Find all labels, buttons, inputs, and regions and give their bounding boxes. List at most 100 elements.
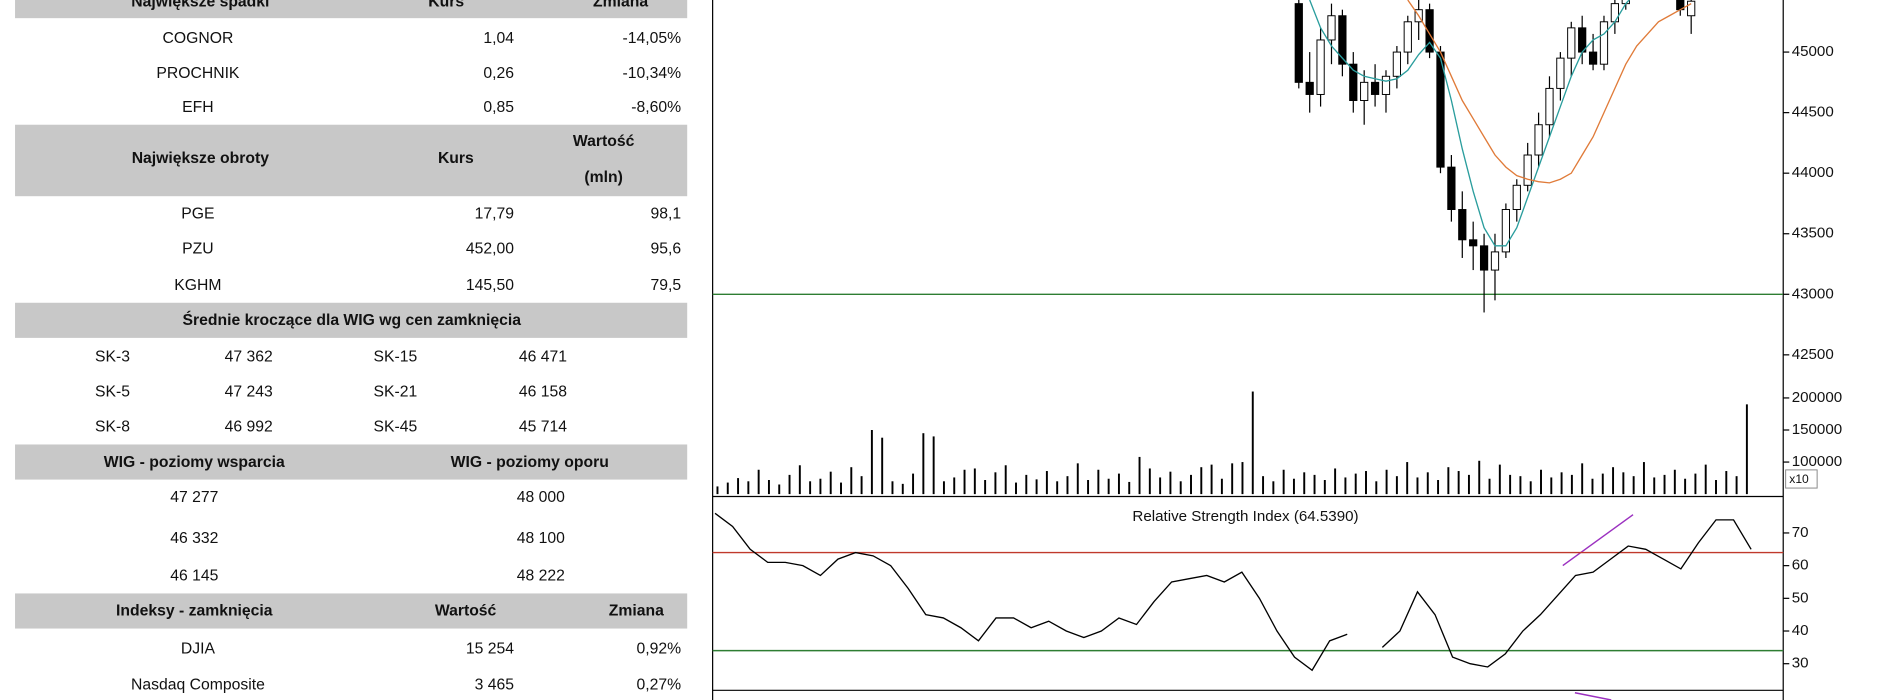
volume-bar: [1323, 480, 1326, 495]
header-band: [15, 444, 688, 480]
candle-body: [1534, 124, 1543, 156]
y-tick-label: 60: [1792, 557, 1809, 574]
volume-bar: [1642, 462, 1645, 495]
candle-body: [1599, 21, 1609, 65]
candle-body: [1479, 245, 1489, 271]
column-header: (mln): [584, 169, 622, 186]
cell: SK-21: [374, 384, 418, 401]
volume-bar: [726, 482, 729, 495]
volume-bar: [1406, 462, 1409, 495]
volume-bar: [778, 484, 781, 495]
volume-bar: [1395, 476, 1398, 495]
cell: 145,50: [466, 277, 514, 294]
cell: 79,5: [651, 277, 682, 294]
candle-body: [1316, 39, 1325, 95]
column-header: Największe obroty: [132, 150, 270, 167]
volume-bar: [1365, 471, 1367, 495]
candle-body: [1512, 184, 1521, 210]
y-tick-label: 43000: [1792, 285, 1834, 302]
candle-body: [1360, 81, 1369, 102]
cell: SK-8: [95, 419, 130, 436]
volume-bar: [1241, 462, 1244, 495]
volume-bar: [860, 476, 863, 495]
volume-bar: [1715, 480, 1717, 495]
cell: 48 100: [517, 530, 565, 547]
volume-bar: [1282, 469, 1285, 495]
volume-bar: [1426, 472, 1429, 495]
candle-body: [1567, 27, 1576, 59]
volume-bar: [767, 480, 770, 495]
volume-bar: [1416, 477, 1419, 495]
cell: 48 222: [517, 568, 565, 585]
volume-bar: [1056, 481, 1059, 495]
volume-bar: [912, 473, 915, 495]
candle-body: [1349, 63, 1358, 102]
volume-bar: [1529, 481, 1532, 495]
volume-bar: [1385, 469, 1388, 495]
cell: 15 254: [466, 640, 514, 657]
volume-bar: [1550, 477, 1553, 495]
header-band: [15, 593, 688, 629]
volume-bar: [1066, 476, 1069, 495]
moving-average: [1407, 0, 1692, 184]
y-tick-label: 44000: [1792, 164, 1834, 181]
volume-bar: [1313, 474, 1316, 495]
volume-bar: [870, 430, 873, 495]
cell: COGNOR: [163, 30, 234, 47]
volume-bar: [1303, 472, 1306, 495]
cell: DJIA: [181, 640, 216, 657]
volume-bar: [1076, 463, 1079, 495]
volume-bar: [1138, 456, 1141, 495]
volume-bar: [1035, 479, 1038, 495]
volume-bar: [809, 481, 812, 495]
volume-bar: [1467, 474, 1470, 495]
candle-body: [1545, 87, 1554, 126]
volume-bar: [1262, 476, 1265, 495]
cell: 47 277: [170, 489, 218, 506]
cell: SK-5: [95, 384, 130, 401]
candle-body: [1458, 209, 1467, 241]
volume-bar: [881, 437, 884, 495]
cell: 48 000: [517, 489, 565, 506]
trend-line: [1562, 514, 1634, 567]
volume-bar: [757, 469, 760, 495]
volume-bar: [1220, 478, 1223, 495]
y-tick-label: 44500: [1792, 104, 1834, 121]
volume-bar: [1653, 477, 1656, 495]
cell: 1,04: [483, 30, 514, 47]
volume-bar: [1570, 474, 1573, 495]
candle-body: [1338, 15, 1347, 65]
column-header: Zmiana: [609, 603, 664, 620]
y-tick-label: 150000: [1792, 421, 1842, 438]
cell: 0,92%: [637, 640, 682, 657]
moving-average: [1309, 0, 1630, 247]
volume-bar: [798, 465, 801, 495]
cell: 46 992: [225, 419, 273, 436]
candle-body: [1327, 15, 1336, 41]
candle-body: [1490, 251, 1500, 271]
cell: PROCHNIK: [156, 65, 240, 82]
header-band: [15, 302, 688, 338]
volume-bar: [1488, 478, 1491, 495]
volume-bar: [1519, 476, 1522, 495]
y-tick-label: 42500: [1792, 346, 1834, 363]
volume-bar: [901, 483, 904, 495]
volume-bar: [1045, 471, 1048, 495]
cell: 0,26: [483, 65, 514, 82]
volume-bar: [1210, 464, 1213, 495]
volume-bar: [1107, 478, 1110, 495]
volume-bar: [829, 471, 832, 495]
cell: -8,60%: [631, 99, 681, 116]
y-tick-label: 50: [1792, 589, 1809, 606]
volume-bar: [922, 433, 925, 495]
column-header: Wartość: [573, 133, 635, 150]
candle-body: [1403, 21, 1412, 53]
cell: 47 362: [225, 348, 273, 365]
cell: PGE: [181, 206, 214, 223]
chart-title: Relative Strength Index (64.5390): [1132, 508, 1358, 525]
volume-bar: [1478, 460, 1481, 495]
cell: PZU: [182, 241, 213, 258]
trend-line: [1574, 692, 1612, 700]
